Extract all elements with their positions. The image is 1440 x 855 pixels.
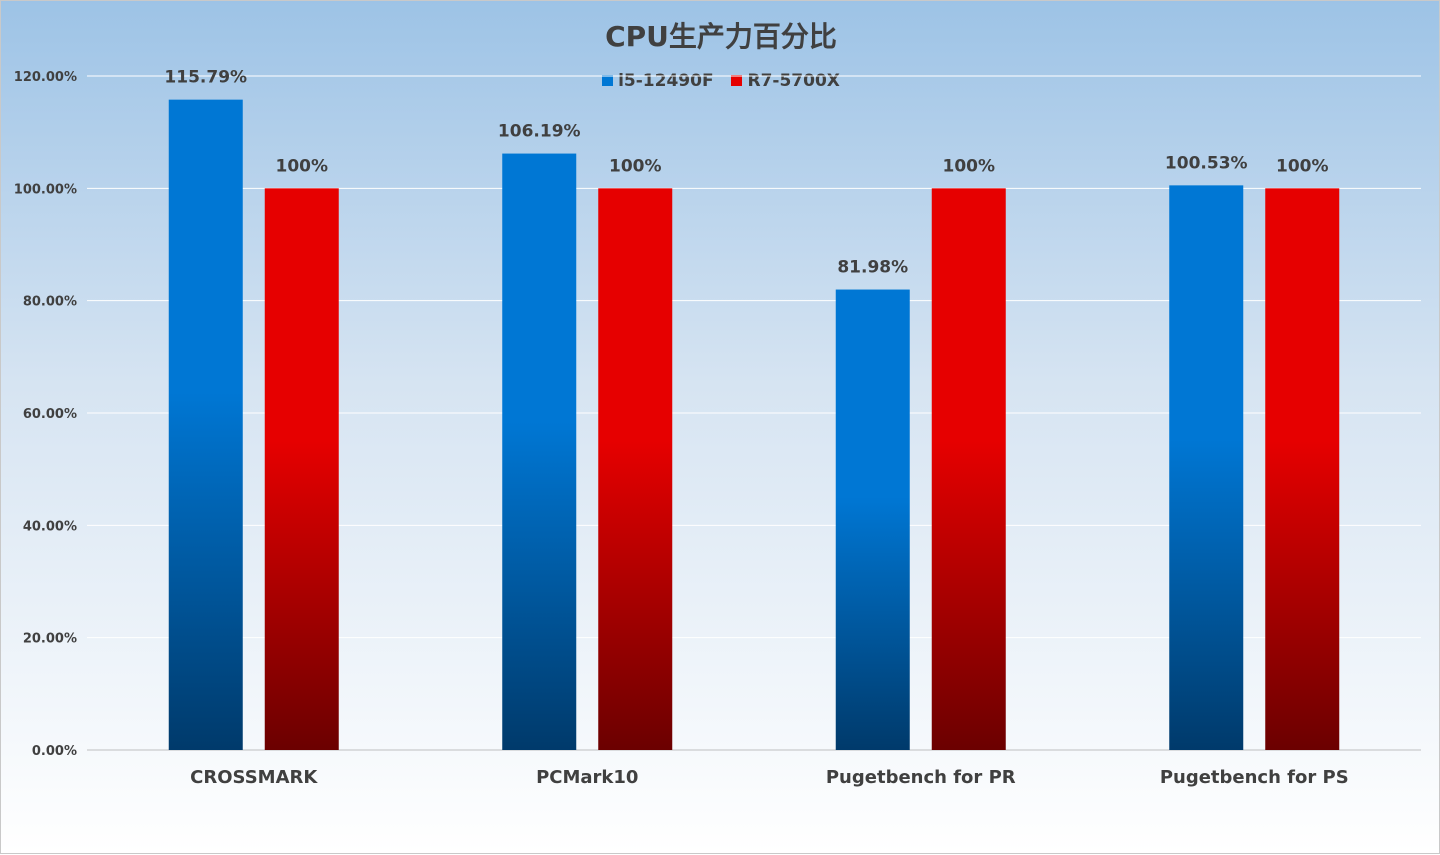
y-tick-label: 20.00% xyxy=(23,632,77,647)
data-label: 100% xyxy=(275,156,328,176)
bar-1-2 xyxy=(502,153,577,750)
x-tick-label: CROSSMARK xyxy=(190,767,318,788)
bar-1-4 xyxy=(1169,185,1244,750)
y-tick-label: 40.00% xyxy=(23,519,77,534)
y-tick-label: 60.00% xyxy=(23,407,77,422)
y-tick-label: 80.00% xyxy=(23,295,77,310)
bar-1-1 xyxy=(168,99,243,750)
data-label: 81.98% xyxy=(837,258,908,278)
data-label: 115.79% xyxy=(164,68,247,88)
data-label: 100% xyxy=(1276,156,1329,176)
y-tick-label: 120.00% xyxy=(14,70,77,85)
data-label: 100% xyxy=(609,156,662,176)
data-label: 100% xyxy=(942,156,995,176)
label-layer: 115.79% 100% CROSSMARK 106.19% 100% PCMark10 8… xyxy=(164,68,1348,788)
bar-2-4 xyxy=(1265,188,1340,751)
bar-2-3 xyxy=(931,188,1006,751)
data-label: 100.53% xyxy=(1165,153,1248,173)
bar-1-3 xyxy=(835,289,910,750)
y-tick-label: 0.00% xyxy=(32,744,77,759)
x-tick-label: Pugetbench for PR xyxy=(826,767,1016,788)
y-tick-label: 100.00% xyxy=(14,182,77,197)
bar-2-2 xyxy=(598,188,673,751)
data-label: 106.19% xyxy=(498,122,581,142)
legend-swatch-series-1 xyxy=(602,75,614,86)
chart-title: CPU生产力百分比 xyxy=(605,20,837,53)
legend-swatch-series-2 xyxy=(731,75,743,86)
bar-2-1 xyxy=(264,188,339,751)
x-tick-label: PCMark10 xyxy=(536,767,638,788)
bar-layer xyxy=(168,99,1340,751)
x-tick-label: Pugetbench for PS xyxy=(1160,767,1349,788)
